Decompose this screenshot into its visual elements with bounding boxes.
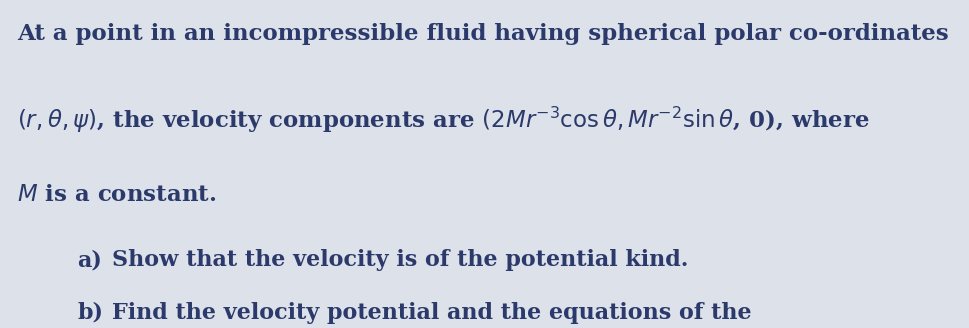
Text: Find the velocity potential and the equations of the: Find the velocity potential and the equa…: [111, 302, 750, 324]
Text: a): a): [78, 249, 103, 271]
Text: $M$ is a constant.: $M$ is a constant.: [17, 184, 217, 206]
Text: At a point in an incompressible fluid having spherical polar co-ordinates: At a point in an incompressible fluid ha…: [17, 23, 949, 45]
Text: Show that the velocity is of the potential kind.: Show that the velocity is of the potenti…: [111, 249, 687, 271]
Text: $(r, \theta, \psi)$, the velocity components are $(2Mr^{-3} \cos \theta, Mr^{-2}: $(r, \theta, \psi)$, the velocity compon…: [17, 105, 869, 135]
Text: b): b): [78, 302, 104, 324]
